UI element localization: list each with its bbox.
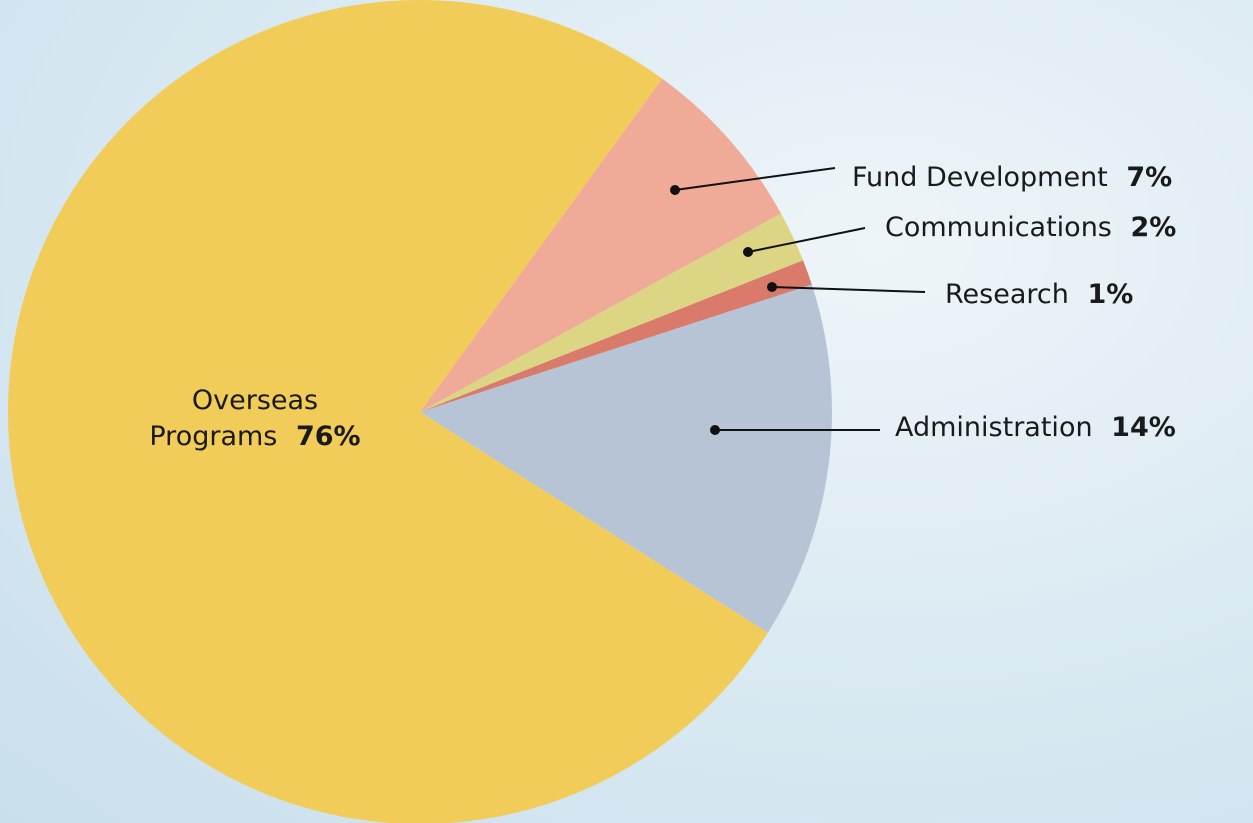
category-name: Administration [895, 412, 1093, 443]
value-label: 2% [1130, 212, 1176, 243]
category-name: Communications [885, 212, 1112, 243]
value-label: 14% [1111, 412, 1176, 443]
category-name: Overseas Programs [149, 385, 318, 452]
slice-label: Communications 2% [885, 210, 1176, 246]
leader-dot [670, 185, 680, 195]
page: {"chart_data": {"type": "pie", "categori… [0, 0, 1253, 823]
category-name: Fund Development [852, 162, 1108, 193]
slice-label: Overseas Programs 76% [130, 383, 380, 455]
leader-dot [710, 425, 720, 435]
category-name: Research [945, 279, 1069, 310]
value-label: 7% [1126, 162, 1172, 193]
value-label: 76% [296, 421, 361, 452]
slice-label: Research 1% [945, 277, 1133, 313]
leader-dot [767, 282, 777, 292]
slice-label: Fund Development 7% [852, 160, 1172, 196]
leader-dot [743, 247, 753, 257]
slice-label: Administration 14% [895, 410, 1176, 446]
value-label: 1% [1087, 279, 1133, 310]
